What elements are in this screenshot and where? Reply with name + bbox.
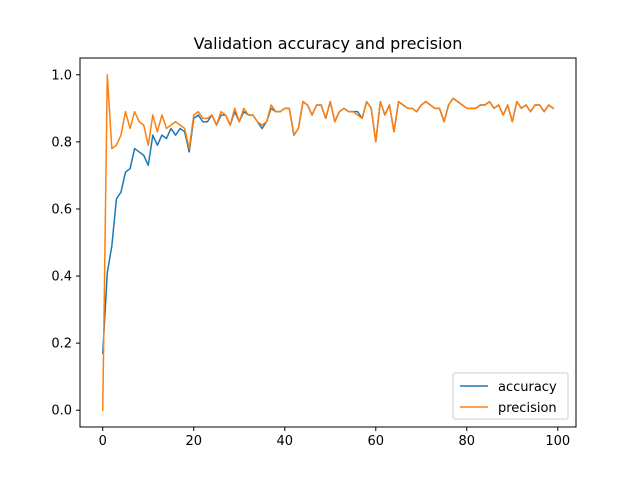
series-line-precision <box>101 74 555 411</box>
legend-items: accuracy precision <box>460 380 557 416</box>
y-tick-label: 0.8 <box>51 135 72 150</box>
axes-layer: 0 20 40 60 80 100 0.0 0.2 0.4 0.6 0.8 1.0 <box>51 57 577 449</box>
y-tick-label: 0.0 <box>51 404 72 419</box>
x-tick-label: 80 <box>459 434 476 449</box>
x-tick-label: 100 <box>545 434 570 449</box>
legend-label-precision: precision <box>498 401 557 416</box>
x-tick-label: 20 <box>185 434 202 449</box>
y-tick-label: 0.2 <box>51 337 72 352</box>
y-tick-label: 1.0 <box>51 68 72 83</box>
x-tick-label: 40 <box>276 434 293 449</box>
chart-title: Validation accuracy and precision <box>194 34 463 53</box>
x-tick-label: 60 <box>368 434 385 449</box>
x-tick-label: 0 <box>99 434 107 449</box>
y-tick-label: 0.4 <box>51 270 72 285</box>
legend: accuracy precision <box>452 372 569 420</box>
legend-label-accuracy: accuracy <box>498 380 557 395</box>
y-tick-label: 0.6 <box>51 202 72 217</box>
series-layer <box>101 74 555 411</box>
plot-area-frame <box>79 57 577 428</box>
